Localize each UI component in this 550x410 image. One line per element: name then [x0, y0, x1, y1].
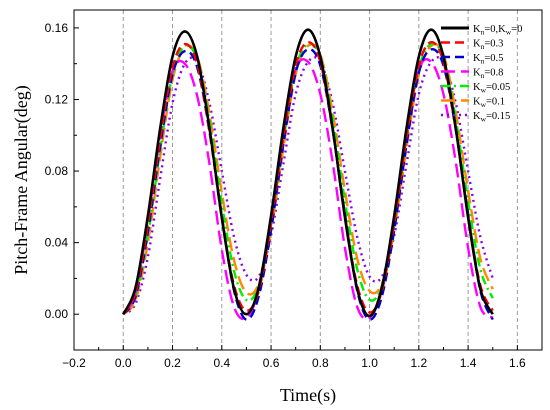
x-tick-label: 0.6 [263, 356, 280, 370]
y-tick-label: 0.12 [45, 92, 69, 106]
legend-label-subscript: n [481, 57, 485, 66]
legend-item-2: Kn=0.5 [441, 53, 503, 66]
plot-frame [73, 9, 543, 351]
legend-item-3: Kn=0.8 [441, 68, 503, 81]
series-layer [122, 28, 494, 321]
x-tick-label: 1.2 [410, 356, 427, 370]
y-tick-label: 0.04 [45, 236, 69, 250]
x-tick-label: 0.2 [164, 356, 181, 370]
legend-label-part: =0.15 [486, 111, 510, 122]
y-tick-label: 0.00 [45, 307, 69, 321]
legend-label-subscript: n [481, 28, 485, 37]
y-tick-label: 0.08 [45, 164, 69, 178]
x-tick-label: 1.0 [361, 356, 378, 370]
legend-label-subscript: w [506, 28, 512, 37]
series-line-5 [122, 43, 494, 316]
legend-label-part: K [473, 68, 481, 79]
legend-label: Kw=0.15 [473, 111, 510, 124]
legend-item-6: Kw=0.15 [441, 111, 510, 124]
series-line-1 [122, 41, 494, 315]
legend: Kn=0,Kw=0Kn=0.3Kn=0.5Kn=0.8Kw=0.05Kw=0.1… [441, 24, 522, 124]
x-axis: −0.2 0.0 0.2 0.4 0.6 0.8 1.0 1.2 1.4 1.6 [62, 345, 526, 370]
legend-label-part: K [473, 111, 481, 122]
legend-label: Kn=0.5 [473, 53, 503, 66]
legend-label-part: K [473, 82, 481, 93]
x-tick-label: 1.6 [509, 356, 526, 370]
legend-label-subscript: n [481, 42, 485, 51]
legend-label-subscript: w [481, 100, 487, 109]
series-line-3 [122, 58, 494, 321]
legend-label-part: =0.8 [484, 68, 503, 79]
series-line-4 [122, 42, 494, 315]
legend-label-part: =0.3 [484, 39, 503, 50]
legend-label-part: =0.05 [486, 82, 510, 93]
y-axis: 0.00 0.04 0.08 0.12 0.16 [45, 21, 79, 321]
y-tick-label: 0.16 [45, 21, 69, 35]
series-line-2 [122, 47, 494, 321]
x-axis-title: Time(s) [280, 385, 336, 406]
legend-item-4: Kw=0.05 [441, 82, 510, 95]
legend-label: Kn=0,Kw=0 [473, 24, 522, 37]
legend-label: Kn=0.8 [473, 68, 503, 81]
legend-label-part: =0.1 [486, 97, 505, 108]
series-line-6 [122, 56, 494, 316]
legend-label: Kw=0.05 [473, 82, 510, 95]
legend-item-1: Kn=0.3 [441, 39, 503, 52]
legend-label-part: K [473, 97, 481, 108]
legend-label-part: =0 [511, 24, 522, 35]
legend-label-subscript: n [481, 71, 485, 80]
x-tick-label: 0.4 [213, 356, 230, 370]
legend-label-part: =0.5 [484, 53, 503, 64]
legend-item-5: Kw=0.1 [441, 97, 505, 110]
legend-label-part: K [473, 24, 481, 35]
x-tick-label: −0.2 [62, 356, 86, 370]
legend-label-subscript: w [481, 115, 487, 124]
series-line-0 [122, 28, 494, 318]
x-tick-label: 0.0 [115, 356, 132, 370]
legend-label-subscript: w [481, 86, 487, 95]
legend-label-part: =0,K [484, 24, 506, 35]
legend-label-part: K [473, 53, 481, 64]
y-axis-title: Pitch-Frame Angular(deg) [11, 85, 32, 274]
legend-label: Kw=0.1 [473, 97, 505, 110]
legend-label-part: K [473, 39, 481, 50]
x-tick-label: 1.4 [460, 356, 477, 370]
legend-item-0: Kn=0,Kw=0 [441, 24, 522, 37]
x-tick-label: 0.8 [312, 356, 329, 370]
legend-label: Kn=0.3 [473, 39, 503, 52]
